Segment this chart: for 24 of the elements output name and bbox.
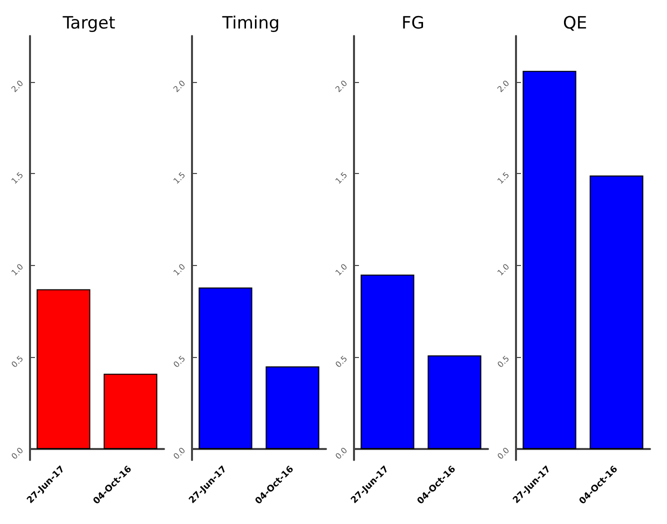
y-tick-label: 0.0 — [172, 446, 188, 462]
y-tick-label: 0.0 — [10, 446, 26, 462]
chart-title: FG — [402, 14, 424, 34]
chart-title: QE — [562, 14, 588, 34]
chart-title: Timing — [221, 14, 280, 34]
y-tick-label: 0.5 — [334, 354, 350, 370]
y-tick-label: 2.0 — [10, 78, 26, 94]
y-tick-label: 1.0 — [10, 262, 26, 278]
y-tick-label: 0.0 — [334, 446, 350, 462]
y-tick-label: 0.5 — [496, 354, 512, 370]
y-tick-label: 0.5 — [172, 354, 188, 370]
y-tick-label: 1.0 — [172, 262, 188, 278]
y-tick-label: 1.5 — [334, 170, 350, 186]
y-tick-label: 0.5 — [10, 354, 26, 370]
chart-title: Target — [62, 14, 116, 34]
y-tick-label: 2.0 — [172, 78, 188, 94]
y-tick-label: 2.0 — [496, 78, 512, 94]
y-tick-label: 2.0 — [334, 78, 350, 94]
y-tick-label: 1.5 — [172, 170, 188, 186]
y-tick-label: 1.0 — [334, 262, 350, 278]
y-tick-label: 1.5 — [496, 170, 512, 186]
y-tick-label: 1.0 — [496, 262, 512, 278]
y-tick-label: 0.0 — [496, 446, 512, 462]
y-tick-label: 1.5 — [10, 170, 26, 186]
